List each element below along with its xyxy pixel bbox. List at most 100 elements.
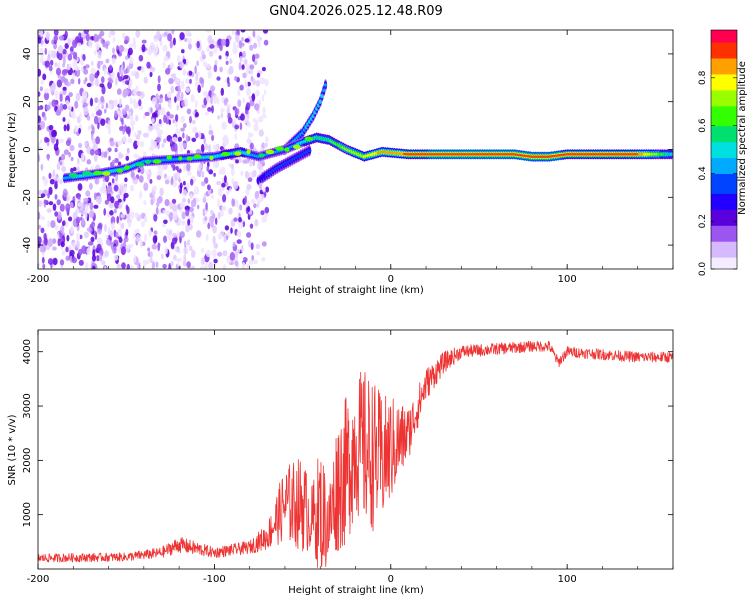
heatmap-noise-cell (178, 249, 181, 255)
heatmap-noise-cell (163, 219, 168, 225)
heatmap-noise-cell (127, 47, 133, 56)
colorbar-segment (711, 161, 737, 167)
heatmap-noise-cell (213, 172, 216, 177)
heatmap-noise-cell (165, 68, 171, 75)
snr-ytick-label: 1000 (22, 502, 33, 527)
heatmap-noise-cell (264, 212, 269, 218)
heatmap-noise-cell (47, 50, 53, 55)
heatmap-noise-cell (85, 190, 91, 197)
heatmap-highlight-cell (186, 156, 193, 161)
heatmap-noise-cell (48, 186, 53, 196)
heatmap-noise-cell (59, 103, 64, 112)
heatmap-noise-cell (182, 142, 187, 149)
heatmap-noise-cell (139, 190, 143, 200)
heatmap-noise-cell (67, 37, 71, 46)
heatmap-noise-cell (101, 104, 104, 109)
heatmap-noise-cell (213, 242, 219, 249)
heatmap-noise-cell (199, 265, 206, 269)
colorbar-segment (711, 121, 737, 127)
snr-ytick-label: 2000 (22, 448, 33, 473)
heatmap-noise-cell (62, 86, 67, 91)
heatmap-noise-cell (119, 98, 122, 107)
heatmap-noise-cell (86, 115, 91, 121)
heatmap-noise-cell (127, 138, 133, 144)
heatmap-noise-cell (105, 43, 109, 50)
heatmap-noise-cell (167, 33, 173, 42)
heatmap-noise-cell (70, 167, 74, 173)
heatmap-noise-cell (38, 68, 42, 77)
heatmap-noise-cell (49, 178, 55, 185)
heatmap-noise-cell (151, 118, 155, 123)
heatmap-noise-cell (117, 72, 120, 79)
heatmap-noise-cell (262, 187, 266, 193)
snr-xlabel: Height of straight line (km) (288, 585, 424, 596)
heatmap-noise-cell (135, 30, 141, 38)
colorbar-segment (711, 41, 737, 47)
colorbar-segment (711, 261, 737, 266)
heatmap-noise-cell (169, 62, 175, 70)
heatmap-noise-cell (81, 217, 85, 225)
heatmap-noise-cell (187, 218, 191, 226)
heatmap-noise-cell (118, 153, 124, 158)
heatmap-noise-cell (242, 97, 246, 104)
colorbar-segment (711, 101, 737, 107)
heatmap-noise-cell (253, 123, 259, 132)
heatmap-noise-cell (172, 136, 178, 143)
heatmap-noise-cell (150, 107, 153, 114)
colorbar-segment (711, 229, 737, 234)
colorbar-segment (711, 205, 737, 210)
heatmap-noise-cell (93, 192, 97, 200)
heatmap-noise-cell (208, 50, 214, 57)
heatmap-noise-cell (52, 257, 58, 266)
heatmap-noise-cell (85, 64, 90, 69)
heatmap-noise-cell (55, 67, 62, 76)
heatmap-noise-cell (51, 99, 57, 108)
heatmap-noise-cell (109, 210, 114, 216)
heatmap-noise-cell (81, 98, 84, 106)
heatmap-noise-cell (215, 217, 218, 225)
heatmap-noise-cell (151, 140, 156, 148)
heatmap-noise-cell (108, 103, 113, 109)
heatmap-noise-cell (185, 87, 190, 93)
heatmap-noise-cell (89, 210, 95, 219)
heatmap-noise-cell (78, 127, 81, 134)
heatmap-noise-cell (135, 85, 139, 92)
heatmap-noise-cell (156, 175, 162, 181)
colorbar-segment (711, 81, 737, 87)
heatmap-noise-cell (200, 257, 206, 265)
heatmap-noise-cell (232, 30, 235, 36)
heatmap-noise-cell (40, 193, 46, 198)
heatmap-noise-cell (43, 91, 50, 101)
heatmap-noise-cell (53, 42, 57, 50)
heatmap-noise-cell (120, 222, 125, 230)
heatmap-noise-cell (200, 78, 205, 85)
heatmap-noise-cell (192, 111, 196, 115)
heatmap-noise-cell (121, 262, 126, 269)
heatmap-noise-cell (65, 203, 71, 213)
heatmap-noise-cell (77, 183, 83, 191)
heatmap-noise-cell (164, 246, 168, 255)
heatmap-noise-cell (200, 170, 205, 177)
heatmap-noise-cell (254, 219, 259, 227)
heatmap-noise-cell (207, 107, 212, 112)
heatmap-noise-cell (151, 66, 156, 72)
heatmap-noise-cell (219, 44, 223, 52)
heatmap-noise-cell (67, 245, 72, 250)
heatmap-noise-cell (129, 184, 135, 192)
heatmap-noise-cell (265, 186, 270, 193)
heatmap-noise-cell (91, 125, 95, 135)
heatmap-noise-cell (112, 221, 115, 230)
heatmap-noise-cell (180, 91, 184, 100)
colorbar-segment (711, 141, 737, 147)
heatmap-noise-cell (228, 207, 233, 215)
heatmap-noise-cell (115, 231, 119, 239)
heatmap-noise-cell (241, 36, 244, 42)
heatmap-noise-cell (38, 211, 41, 221)
heatmap-noise-cell (181, 49, 185, 54)
colorbar-segment (711, 241, 737, 246)
heatmap-noise-cell (186, 37, 192, 44)
heatmap-noise-cell (148, 46, 154, 54)
heatmap-noise-cell (83, 231, 89, 239)
heatmap-noise-cell (116, 194, 121, 199)
heatmap-noise-cell (152, 97, 157, 105)
